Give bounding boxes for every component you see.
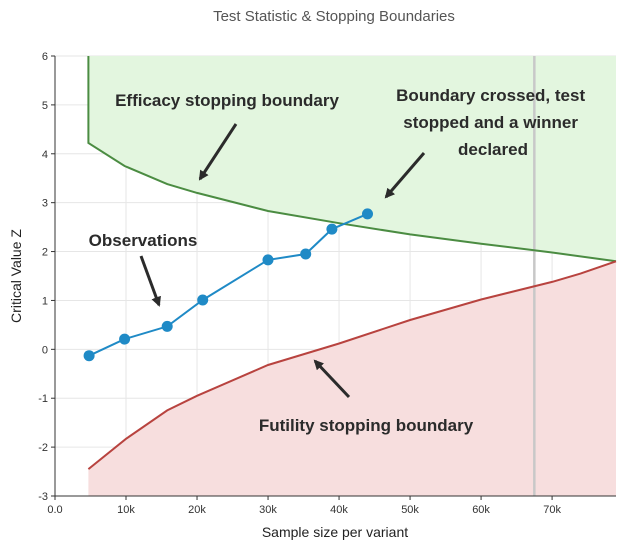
annotation-crossed-line-2: stopped and a winner (403, 113, 578, 132)
y-tick-label: 3 (42, 198, 48, 210)
y-tick-label: 1 (42, 295, 48, 307)
y-tick-label: 6 (42, 51, 48, 63)
y-tick-label: -3 (38, 491, 48, 503)
observation-point (326, 223, 338, 235)
y-tick-label: -2 (38, 442, 48, 454)
observation-point (83, 350, 95, 362)
observation-point (119, 333, 131, 345)
arrow-crossed (384, 152, 426, 199)
y-tick-label: -1 (38, 393, 48, 405)
x-tick-label: 60k (472, 504, 490, 516)
y-axis-label: Critical Value Z (8, 229, 24, 323)
x-tick-label: 50k (401, 504, 419, 516)
x-tick-label: 0.0 (47, 504, 62, 516)
observation-points (83, 208, 373, 362)
y-tick-label: 4 (42, 149, 48, 161)
y-tick-label: 5 (42, 100, 48, 112)
x-axis-label: Sample size per variant (262, 524, 408, 540)
observation-point (197, 294, 209, 306)
arrow-futility (313, 359, 351, 399)
series-lines (87, 56, 617, 470)
y-tick-label: 2 (42, 247, 48, 259)
futility-region (88, 261, 616, 496)
annotation-futility-line: Futility stopping boundary (259, 416, 474, 435)
futility-boundary-line (87, 260, 617, 470)
annotation-observations: Observations (89, 231, 198, 250)
observation-point (262, 254, 274, 266)
annotation-futility: Futility stopping boundary (259, 416, 474, 435)
annotation-efficacy-line: Efficacy stopping boundary (115, 91, 339, 110)
annotation-crossed-line-3: declared (458, 140, 528, 159)
x-tick-label: 30k (259, 504, 277, 516)
arrow-efficacy (198, 123, 238, 181)
annotation-crossed: Boundary crossed, test stopped and a win… (396, 86, 590, 159)
arrow-observations (139, 255, 161, 307)
annotation-crossed-line-1: Boundary crossed, test (396, 86, 585, 105)
chart-title: Test Statistic & Stopping Boundaries (213, 8, 455, 25)
annotation-efficacy: Efficacy stopping boundary (115, 91, 339, 110)
x-tick-label: 10k (117, 504, 135, 516)
tick-labels: -3 -2 -1 0 1 2 3 4 5 6 0.0 10k 20k 30k 40k 50k 60k 70k (38, 51, 561, 516)
observations-line (88, 212, 368, 357)
efficacy-boundary-line (87, 56, 617, 263)
annotations: Efficacy stopping boundary Boundary cros… (89, 86, 590, 435)
boundary-regions (88, 56, 616, 496)
y-tick-label: 0 (42, 344, 48, 356)
x-tick-label: 70k (543, 504, 561, 516)
efficacy-region (88, 56, 616, 262)
x-tick-label: 40k (330, 504, 348, 516)
observation-point (161, 320, 173, 332)
observation-point (362, 208, 373, 220)
annotation-observations-line: Observations (89, 231, 198, 250)
axes (51, 55, 616, 500)
x-tick-label: 20k (188, 504, 206, 516)
observation-point (300, 248, 312, 260)
